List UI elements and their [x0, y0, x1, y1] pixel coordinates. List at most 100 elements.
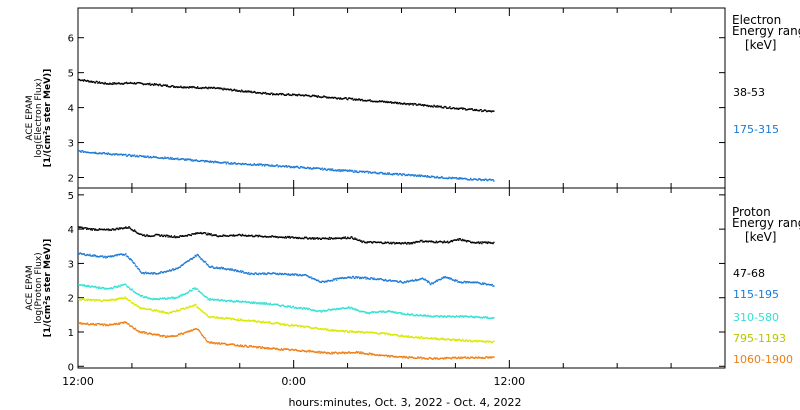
data-point: [200, 231, 202, 234]
data-point: [272, 235, 274, 237]
data-point: [81, 298, 83, 300]
data-point: [431, 175, 434, 178]
data-point: [228, 299, 230, 302]
data-point: [144, 296, 146, 298]
data-point: [233, 161, 236, 164]
data-point: [283, 272, 286, 275]
data-point: [192, 305, 194, 307]
data-point: [299, 167, 301, 169]
data-point: [157, 157, 160, 159]
data-point: [422, 315, 424, 317]
data-point: [366, 353, 368, 355]
data-point: [276, 347, 278, 350]
data-point: [363, 332, 366, 334]
data-point: [283, 322, 285, 325]
data-point: [416, 241, 418, 243]
data-point: [177, 236, 180, 238]
data-point: [242, 91, 244, 93]
data-point: [313, 351, 315, 353]
data-point: [444, 177, 446, 180]
data-point: [85, 254, 88, 256]
data-point: [122, 297, 125, 299]
data-point: [330, 237, 332, 239]
data-point: [104, 323, 106, 325]
data-point: [316, 237, 319, 239]
data-point: [429, 337, 431, 339]
data-point: [120, 83, 122, 85]
data-point: [445, 106, 447, 108]
data-point: [288, 235, 291, 238]
data-point: [299, 325, 301, 327]
data-point: [109, 287, 111, 290]
data-point: [186, 292, 188, 294]
data-point: [80, 252, 82, 255]
data-point: [259, 321, 261, 323]
data-point: [252, 319, 255, 322]
data-point: [199, 331, 201, 333]
data-point: [109, 153, 111, 156]
data-point: [430, 315, 433, 318]
data-point: [443, 357, 446, 360]
data-point: [347, 351, 350, 353]
data-point: [246, 272, 248, 274]
data-point: [240, 318, 242, 320]
data-point: [228, 234, 231, 237]
data-point: [402, 103, 404, 105]
data-point: [99, 228, 101, 231]
data-point: [406, 280, 408, 282]
data-point: [309, 308, 311, 311]
data-point: [428, 357, 430, 359]
data-point: [287, 93, 290, 95]
data-point: [201, 293, 204, 295]
data-point: [176, 236, 178, 239]
data-point: [343, 330, 345, 332]
data-point: [273, 236, 275, 238]
data-point: [192, 233, 195, 235]
data-point: [169, 156, 172, 159]
data-point: [305, 325, 307, 328]
data-point: [385, 242, 387, 244]
data-point: [462, 340, 465, 342]
data-point: [132, 261, 134, 263]
data-point: [492, 285, 494, 287]
legend-entry: 175-315: [733, 123, 779, 136]
data-point: [465, 239, 467, 242]
data-point: [461, 107, 463, 109]
data-point: [464, 340, 466, 342]
data-point: [295, 273, 297, 275]
data-point: [286, 306, 288, 308]
data-point: [371, 311, 373, 313]
data-point: [383, 279, 386, 282]
data-point: [85, 285, 88, 288]
data-point: [311, 309, 313, 311]
data-point: [187, 307, 189, 309]
data-point: [378, 173, 380, 175]
data-point: [386, 355, 389, 358]
data-point: [477, 109, 479, 112]
data-point: [485, 178, 487, 180]
data-point: [346, 98, 348, 100]
data-point: [169, 297, 172, 299]
data-point: [486, 283, 489, 286]
data-point: [391, 354, 394, 357]
data-point: [462, 315, 464, 317]
data-point: [136, 329, 138, 332]
data-point: [449, 278, 451, 280]
data-point: [362, 240, 364, 243]
data-point: [258, 92, 260, 94]
data-point: [78, 298, 80, 301]
data-point: [86, 151, 89, 153]
data-point: [378, 241, 381, 244]
data-point: [87, 323, 89, 326]
data-point: [315, 237, 317, 239]
data-point: [254, 91, 256, 93]
data-point: [83, 253, 85, 255]
data-point: [473, 315, 475, 318]
data-point: [135, 292, 137, 294]
data-point: [201, 310, 204, 313]
data-point: [319, 238, 322, 240]
data-point: [154, 84, 157, 86]
data-point: [382, 242, 384, 245]
data-point: [339, 352, 341, 354]
